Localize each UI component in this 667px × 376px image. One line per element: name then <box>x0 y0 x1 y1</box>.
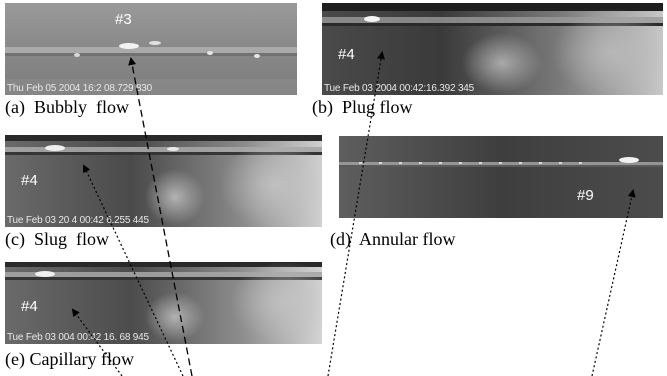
tube-number-label: #9 <box>577 187 594 204</box>
timestamp-overlay: Tue Feb 03 004 00:42 16. 68 945 <box>7 332 149 343</box>
panel-b-plug-flow-image: #4 Tue Feb 03 2004 00:42:16.392 345 <box>322 3 663 95</box>
panel-c-slug-flow-image: #4 Tue Feb 03 20 4 00:42 6.255 445 <box>5 135 322 227</box>
annular-flow-photo <box>339 136 663 218</box>
tube-number-label: #3 <box>115 11 132 28</box>
bubbly-flow-photo <box>5 3 297 95</box>
caption-c: (c) Slug flow <box>5 229 109 249</box>
slug-flow-photo <box>5 135 322 227</box>
caption-d: (d) Annular flow <box>330 229 456 249</box>
tube-number-label: #4 <box>21 172 38 189</box>
arrow-to-annular-tube <box>591 189 636 376</box>
panel-a-bubbly-flow-image: #3 Thu Feb 05 2004 16:2 08.729 830 <box>5 3 297 95</box>
tube-number-label: #4 <box>338 46 355 63</box>
panel-e-capillary-flow-image: #4 Tue Feb 03 004 00:42 16. 68 945 <box>5 262 322 344</box>
caption-b: (b) Plug flow <box>312 97 413 117</box>
tube-number-label: #4 <box>21 298 38 315</box>
plug-flow-photo <box>322 3 663 95</box>
timestamp-overlay: Tue Feb 03 2004 00:42:16.392 345 <box>324 83 475 94</box>
caption-e: (e) Capillary flow <box>5 349 134 369</box>
timestamp-overlay: Thu Feb 05 2004 16:2 08.729 830 <box>7 83 153 94</box>
timestamp-overlay: Tue Feb 03 20 4 00:42 6.255 445 <box>7 215 149 226</box>
panel-d-annular-flow-image: #9 <box>339 136 663 218</box>
caption-a: (a) Bubbly flow <box>5 97 129 117</box>
